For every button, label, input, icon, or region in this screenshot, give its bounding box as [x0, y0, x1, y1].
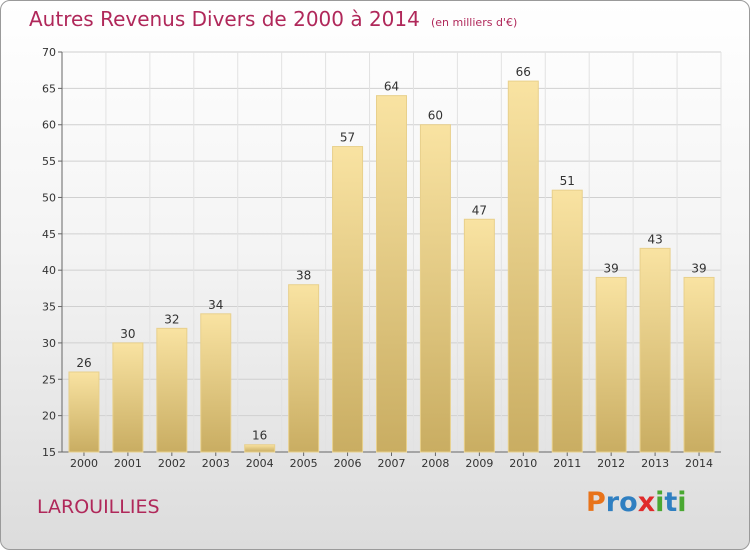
y-tick-label: 35: [42, 301, 56, 314]
y-tick-label: 20: [42, 410, 56, 423]
y-tick-label: 40: [42, 264, 56, 277]
data-label: 51: [560, 174, 575, 188]
data-label: 64: [384, 80, 399, 94]
x-tick-label: 2014: [685, 457, 713, 470]
data-label: 39: [604, 261, 619, 275]
x-tick-label: 2011: [553, 457, 581, 470]
data-label: 47: [472, 203, 487, 217]
data-label: 66: [516, 65, 531, 79]
logo-letter: r: [605, 487, 620, 518]
proxiti-logo[interactable]: Proxiti: [586, 487, 687, 518]
data-label: 57: [340, 131, 355, 145]
bar: [68, 371, 100, 453]
x-tick-label: 2007: [378, 457, 406, 470]
y-tick-label: 45: [42, 228, 56, 241]
bar: [551, 189, 583, 453]
data-label: 38: [296, 269, 311, 283]
bar: [683, 276, 715, 453]
chart-unit: (en milliers d'€): [430, 16, 518, 29]
x-tick-label: 2006: [334, 457, 362, 470]
bar: [376, 95, 407, 453]
x-tick-label: 2012: [597, 457, 625, 470]
chart-title-text: Autres Revenus Divers de 2000 à 2014: [29, 7, 420, 31]
bar: [112, 342, 144, 453]
data-label: 39: [691, 261, 706, 275]
y-tick-label: 60: [42, 119, 56, 132]
y-tick-label: 50: [42, 191, 56, 204]
data-label: 34: [208, 298, 223, 312]
x-tick-label: 2010: [509, 457, 537, 470]
x-tick-label: 2013: [641, 457, 669, 470]
y-tick-label: 70: [42, 46, 56, 59]
y-tick-label: 25: [42, 373, 56, 386]
bars: [68, 80, 715, 453]
logo-letter: i: [677, 487, 687, 518]
y-tick-label: 65: [42, 82, 56, 95]
x-tick-label: 2009: [465, 457, 493, 470]
x-tick-label: 2005: [290, 457, 318, 470]
logo-letter: P: [586, 487, 606, 518]
data-label: 30: [120, 327, 135, 341]
logo-letter: t: [664, 487, 678, 518]
bar: [507, 80, 539, 453]
x-tick-label: 2004: [246, 457, 274, 470]
labels: 15 20 25 30 35 40 45 50 55 60 65 70 26 2000 30 2001 32 20…: [42, 46, 713, 470]
x-tick-label: 2003: [202, 457, 230, 470]
logo-letter: x: [637, 487, 656, 518]
y-tick-label: 55: [42, 155, 56, 168]
data-label: 32: [164, 312, 179, 326]
chart-title: Autres Revenus Divers de 2000 à 2014 (en…: [29, 7, 517, 31]
commune-name: LAROUILLIES: [37, 496, 160, 518]
bar: [639, 247, 671, 453]
x-tick-label: 2002: [158, 457, 186, 470]
bar: [156, 327, 188, 453]
data-label: 60: [428, 109, 443, 123]
bar: [244, 444, 276, 453]
bar: [463, 218, 495, 453]
bar: [200, 313, 232, 453]
data-label: 43: [647, 232, 662, 246]
data-label: 16: [252, 429, 267, 443]
x-tick-label: 2008: [421, 457, 449, 470]
logo-letter: o: [619, 487, 638, 518]
x-tick-label: 2001: [114, 457, 142, 470]
bar: [288, 284, 320, 453]
data-label: 26: [76, 356, 91, 370]
y-tick-label: 15: [42, 446, 56, 459]
bar: [419, 124, 451, 453]
x-tick-label: 2000: [70, 457, 98, 470]
logo-letter: i: [655, 487, 665, 518]
bar: [595, 276, 627, 453]
bar: [332, 146, 364, 453]
y-tick-label: 30: [42, 337, 56, 350]
